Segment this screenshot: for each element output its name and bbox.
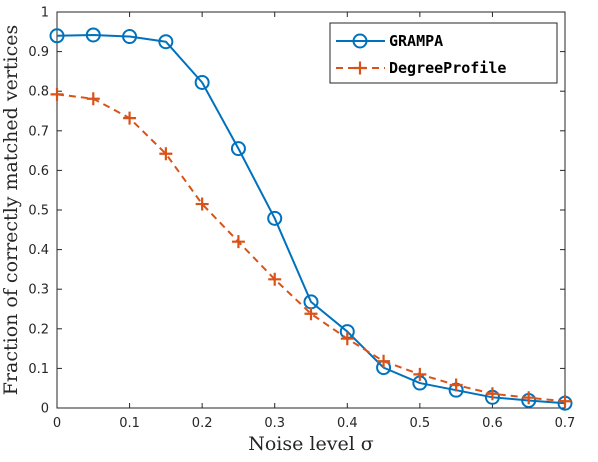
data-point-degreeprofile bbox=[268, 272, 282, 286]
x-tick-label: 0.2 bbox=[192, 416, 213, 431]
data-point-grampa bbox=[158, 34, 174, 50]
x-tick-label: 0.3 bbox=[264, 416, 285, 431]
data-point-degreeprofile bbox=[485, 387, 499, 401]
x-tick-label: 0.1 bbox=[119, 416, 140, 431]
x-axis-label: Noise level σ bbox=[248, 433, 374, 455]
x-tick-label: 0.5 bbox=[410, 416, 431, 431]
series-line-degreeprofile bbox=[56, 93, 566, 403]
y-tick-label: 0.3 bbox=[28, 283, 49, 298]
series-line-grampa bbox=[56, 33, 566, 405]
y-tick-label: 0.8 bbox=[28, 85, 49, 100]
data-point-degreeprofile bbox=[50, 87, 64, 101]
data-point-degreeprofile bbox=[159, 147, 173, 161]
data-point-grampa bbox=[230, 141, 246, 157]
y-axis-label: Fraction of correctly matched vertices bbox=[0, 25, 22, 396]
data-point-grampa bbox=[194, 74, 210, 90]
data-point-degreeprofile bbox=[558, 394, 572, 408]
y-tick-label: 0.2 bbox=[28, 322, 49, 337]
x-tick-label: 0.6 bbox=[482, 416, 503, 431]
legend-marker-grampa bbox=[352, 33, 368, 49]
y-tick-label: 0.1 bbox=[28, 362, 49, 377]
x-tick-label: 0 bbox=[53, 416, 61, 431]
data-point-degreeprofile bbox=[123, 111, 137, 125]
x-tick-label: 0.7 bbox=[555, 416, 576, 431]
series-degreeprofile bbox=[50, 87, 572, 408]
data-point-degreeprofile bbox=[413, 367, 427, 381]
y-tick-label: 0.4 bbox=[28, 243, 49, 258]
series-grampa bbox=[49, 27, 573, 411]
legend: GRAMPA DegreeProfile bbox=[329, 22, 558, 84]
series-layer bbox=[49, 27, 573, 411]
data-point-degreeprofile bbox=[377, 354, 391, 368]
y-tick-label: 0.6 bbox=[28, 164, 49, 179]
y-tick-label: 1 bbox=[41, 6, 49, 21]
axis-ticks: 0 0.1 0.2 0.3 0.4 0.5 0.6 0.7 0 0.1 0.2 0.3 0.4 0.5 0.… bbox=[28, 6, 575, 432]
x-tick-label: 0.4 bbox=[337, 416, 358, 431]
legend-marker-degreeprofile bbox=[353, 61, 367, 75]
legend-box bbox=[329, 22, 558, 84]
data-point-degreeprofile bbox=[522, 391, 536, 405]
legend-label-degreeprofile: DegreeProfile bbox=[389, 59, 506, 77]
data-point-grampa bbox=[267, 210, 283, 226]
data-point-degreeprofile bbox=[449, 378, 463, 392]
data-point-degreeprofile bbox=[304, 307, 318, 321]
y-tick-label: 0.7 bbox=[28, 124, 49, 139]
data-point-degreeprofile bbox=[195, 197, 209, 211]
y-tick-label: 0 bbox=[41, 402, 49, 417]
legend-label-grampa: GRAMPA bbox=[389, 32, 443, 50]
data-point-degreeprofile bbox=[231, 235, 245, 249]
data-point-grampa bbox=[49, 28, 65, 44]
y-tick-label: 0.9 bbox=[28, 45, 49, 60]
y-tick-label: 0.5 bbox=[28, 204, 49, 219]
data-point-degreeprofile bbox=[86, 92, 100, 106]
data-point-grampa bbox=[122, 29, 138, 45]
data-point-grampa bbox=[85, 27, 101, 43]
data-point-degreeprofile bbox=[340, 332, 354, 346]
